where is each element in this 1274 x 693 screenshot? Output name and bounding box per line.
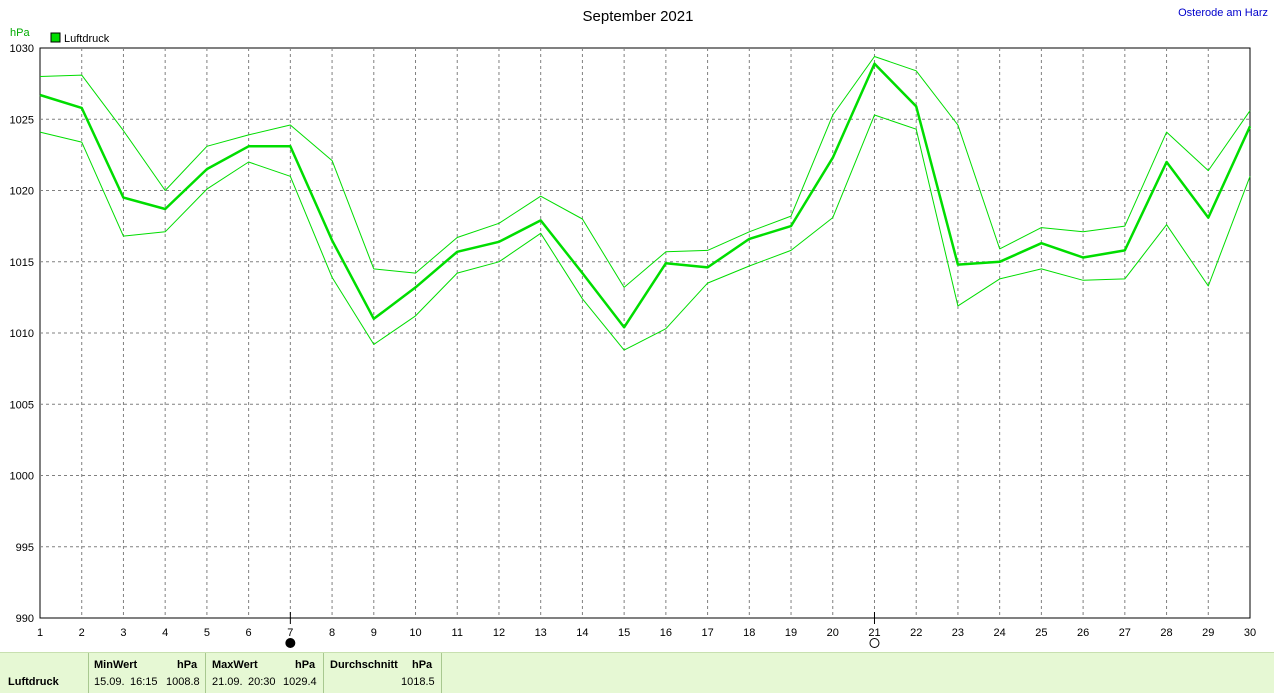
divider xyxy=(441,653,442,693)
y-tick-label: 1005 xyxy=(10,399,34,411)
x-tick-label: 15 xyxy=(618,627,630,639)
y-axis-unit: hPa xyxy=(10,27,30,39)
new-moon-icon xyxy=(285,638,296,648)
min-time: 16:15 xyxy=(130,676,158,688)
y-tick-label: 1000 xyxy=(10,471,34,483)
max-date: 21.09. xyxy=(212,676,243,688)
x-tick-label: 20 xyxy=(827,627,839,639)
row-label: Luftdruck xyxy=(8,676,59,688)
x-tick-label: 6 xyxy=(246,627,252,639)
min-unit: hPa xyxy=(177,659,198,671)
y-tick-label: 1010 xyxy=(10,328,34,340)
x-tick-label: 2 xyxy=(79,627,85,639)
chart-title: September 2021 xyxy=(583,8,694,25)
x-tick-label: 5 xyxy=(204,627,210,639)
divider xyxy=(88,653,89,693)
x-tick-label: 26 xyxy=(1077,627,1089,639)
series-max-line xyxy=(39,56,1251,288)
x-tick-label: 14 xyxy=(576,627,588,639)
legend: Luftdruck xyxy=(50,32,110,45)
legend-swatch xyxy=(50,32,61,43)
location-label: Osterode am Harz xyxy=(1178,7,1268,19)
x-tick-label: 24 xyxy=(994,627,1006,639)
series-mean-line xyxy=(39,62,1252,329)
avg-value: 1018.5 xyxy=(401,676,435,688)
x-tick-label: 4 xyxy=(162,627,168,639)
y-tick-label: 995 xyxy=(16,542,34,554)
x-tick-label: 11 xyxy=(452,627,463,639)
full-moon-icon xyxy=(869,638,880,648)
x-tick-label: 16 xyxy=(660,627,672,639)
max-value: 1029.4 xyxy=(283,676,317,688)
x-tick-label: 3 xyxy=(120,627,126,639)
x-tick-label: 27 xyxy=(1119,627,1131,639)
x-tick-label: 19 xyxy=(785,627,797,639)
max-header: MaxWert xyxy=(212,659,258,671)
x-tick-label: 23 xyxy=(952,627,964,639)
x-tick-label: 10 xyxy=(409,627,421,639)
legend-label: Luftdruck xyxy=(64,33,110,45)
x-tick-label: 28 xyxy=(1160,627,1172,639)
grid xyxy=(40,48,1250,618)
pressure-chart: September 2021 Osterode am Harz hPa Luft… xyxy=(10,7,1268,648)
divider xyxy=(205,653,206,693)
y-tick-labels: 990 995 1000 1005 1010 1015 1020 1025 1030 xyxy=(10,43,34,625)
x-tick-label: 9 xyxy=(371,627,377,639)
series-min-line xyxy=(39,114,1251,351)
y-tick-label: 1030 xyxy=(10,43,34,55)
x-tick-label: 13 xyxy=(535,627,547,639)
avg-unit: hPa xyxy=(412,659,433,671)
x-tick-label: 8 xyxy=(329,627,335,639)
x-tick-label: 18 xyxy=(743,627,755,639)
x-tick-label: 1 xyxy=(37,627,43,639)
stats-footer: Luftdruck MinWert hPa 15.09. 16:15 1008.… xyxy=(0,652,1274,693)
series-lines xyxy=(39,56,1252,351)
x-tick-label: 17 xyxy=(701,627,713,639)
x-tick-label: 25 xyxy=(1035,627,1047,639)
y-tick-label: 990 xyxy=(16,613,34,625)
min-header: MinWert xyxy=(94,659,138,671)
x-tick-labels: 1 2 3 4 5 6 7 8 9 10 11 12 13 14 15 16 17 18 19 20 21 22 23 24 2… xyxy=(37,627,1256,639)
max-unit: hPa xyxy=(295,659,316,671)
x-tick-label: 29 xyxy=(1202,627,1214,639)
x-tick-label: 30 xyxy=(1244,627,1256,639)
max-time: 20:30 xyxy=(248,676,276,688)
x-tick-label: 22 xyxy=(910,627,922,639)
y-tick-label: 1025 xyxy=(10,114,34,126)
x-tick-label: 7 xyxy=(287,627,293,639)
y-tick-label: 1020 xyxy=(10,186,34,198)
divider xyxy=(323,653,324,693)
x-tick-label: 12 xyxy=(493,627,505,639)
moon-phase-markers xyxy=(285,612,880,648)
x-tick-label: 21 xyxy=(868,627,880,639)
y-tick-label: 1015 xyxy=(10,257,34,269)
min-value: 1008.8 xyxy=(166,676,200,688)
avg-header: Durchschnitt xyxy=(330,659,398,671)
min-date: 15.09. xyxy=(94,676,125,688)
